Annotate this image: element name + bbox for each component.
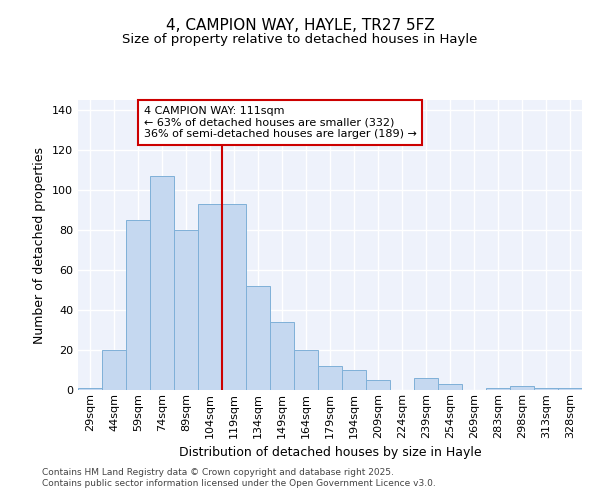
Bar — [294, 350, 318, 390]
Y-axis label: Number of detached properties: Number of detached properties — [34, 146, 46, 344]
X-axis label: Distribution of detached houses by size in Hayle: Distribution of detached houses by size … — [179, 446, 481, 459]
Bar — [366, 380, 390, 390]
Text: 4 CAMPION WAY: 111sqm
← 63% of detached houses are smaller (332)
36% of semi-det: 4 CAMPION WAY: 111sqm ← 63% of detached … — [143, 106, 416, 139]
Bar — [342, 370, 366, 390]
Bar — [102, 350, 126, 390]
Text: 4, CAMPION WAY, HAYLE, TR27 5FZ: 4, CAMPION WAY, HAYLE, TR27 5FZ — [166, 18, 434, 32]
Bar — [558, 388, 582, 390]
Bar — [510, 386, 534, 390]
Bar — [414, 378, 438, 390]
Bar — [438, 384, 462, 390]
Text: Contains HM Land Registry data © Crown copyright and database right 2025.
Contai: Contains HM Land Registry data © Crown c… — [42, 468, 436, 487]
Bar — [222, 204, 246, 390]
Bar — [486, 388, 510, 390]
Bar — [126, 220, 150, 390]
Bar — [198, 204, 222, 390]
Bar — [78, 388, 102, 390]
Bar — [150, 176, 174, 390]
Bar — [174, 230, 198, 390]
Bar — [270, 322, 294, 390]
Bar — [534, 388, 558, 390]
Text: Size of property relative to detached houses in Hayle: Size of property relative to detached ho… — [122, 32, 478, 46]
Bar — [318, 366, 342, 390]
Bar — [246, 286, 270, 390]
